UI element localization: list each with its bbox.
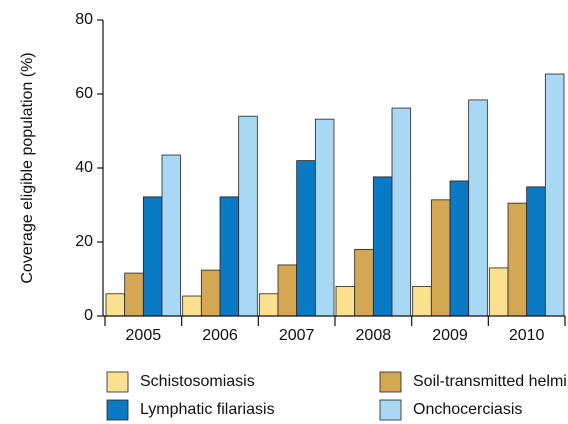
bar <box>430 199 451 317</box>
y-tick-label: 20 <box>75 233 93 250</box>
legend-label: Lymphatic filariasis <box>140 401 275 418</box>
bar <box>526 186 546 317</box>
bar <box>277 264 298 317</box>
bar <box>219 196 240 317</box>
bar <box>314 118 335 317</box>
bar <box>488 267 509 317</box>
y-tick-label: 40 <box>75 159 93 176</box>
bar <box>161 154 182 317</box>
y-tick-label: 60 <box>75 85 93 102</box>
legend-swatch <box>379 399 402 421</box>
bar <box>468 99 488 317</box>
bar <box>238 115 258 317</box>
legend-swatch <box>106 371 129 393</box>
legend-label: Soil-transmitted helminths <box>413 373 568 390</box>
legend-label: Schistosomiasis <box>140 373 255 390</box>
bar <box>182 295 202 317</box>
y-tick-label: 0 <box>84 307 93 324</box>
bar <box>335 285 356 317</box>
bar <box>507 202 528 317</box>
bar <box>105 293 126 317</box>
bar <box>296 160 316 317</box>
legend-label: Onchocerciasis <box>413 401 522 418</box>
x-tick-label: 2009 <box>432 327 468 344</box>
bar <box>412 285 432 317</box>
bar <box>544 73 565 317</box>
legend-swatch <box>379 371 402 393</box>
bar <box>258 293 279 317</box>
x-tick-label: 2008 <box>356 327 392 344</box>
bar <box>142 196 163 317</box>
bar <box>372 176 393 317</box>
x-tick-label: 2006 <box>202 327 238 344</box>
legend-swatch <box>106 399 129 421</box>
y-axis-label: Coverage eligible population (%) <box>19 52 36 283</box>
x-tick-label: 2010 <box>509 327 545 344</box>
x-tick-label: 2005 <box>126 327 162 344</box>
x-tick-label: 2007 <box>279 327 315 344</box>
bar <box>124 272 144 317</box>
bar <box>391 107 412 317</box>
y-tick-label: 80 <box>75 11 93 28</box>
bar <box>200 269 221 317</box>
bar <box>449 180 470 317</box>
bar <box>354 248 374 317</box>
